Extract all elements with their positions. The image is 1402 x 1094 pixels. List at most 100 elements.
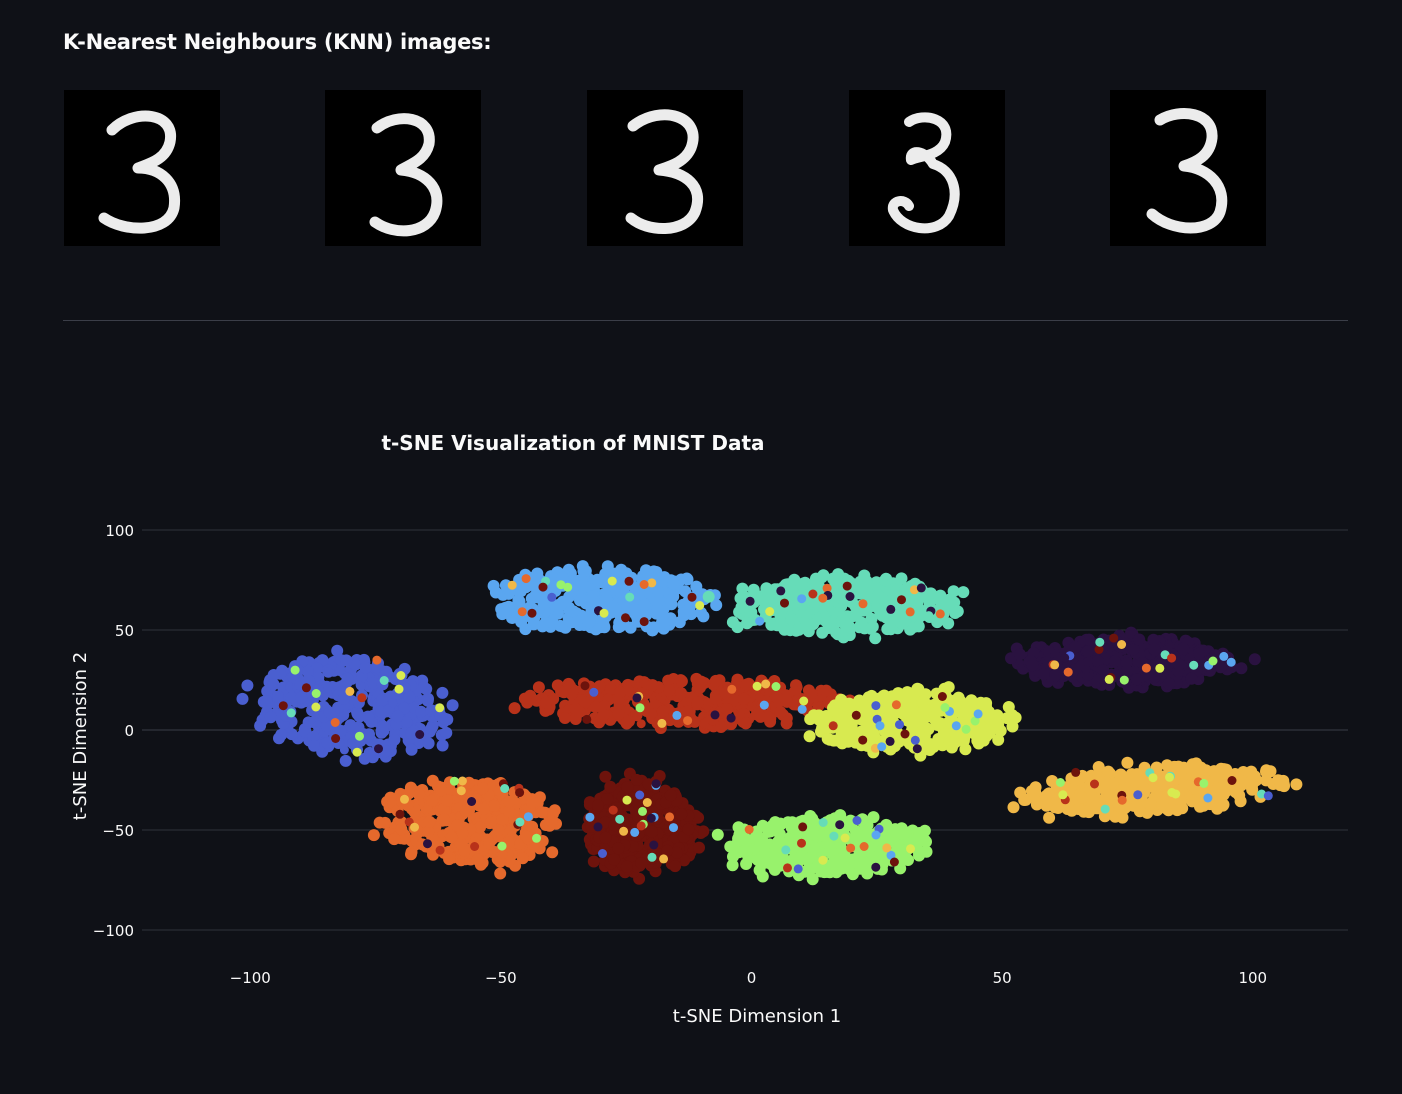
scatter-point [951,721,961,731]
scatter-point [1095,637,1105,647]
scatter-point [630,827,640,837]
scatter-point [1148,643,1161,656]
knn-image [849,90,1005,246]
scatter-point [604,780,617,793]
scatter-point [906,844,915,854]
scatter-point [1172,760,1185,773]
scatter-point [526,796,539,809]
y-tick-label: 0 [124,722,134,740]
scatter-point [1191,767,1204,780]
scatter-point [1026,659,1039,672]
scatter-point [608,805,618,815]
scatter-point [916,583,926,593]
scatter-point [1133,633,1146,646]
scatter-point [695,601,705,610]
scatter-point [913,849,925,862]
scatter-point [394,684,404,694]
scatter-point [869,632,882,645]
scatter-point [829,831,839,841]
scatter-point [323,706,336,719]
scatter-point [1100,804,1110,814]
scatter-point [567,605,580,618]
scatter-point [516,852,529,865]
scatter-point [517,607,527,617]
scatter-point [545,815,558,828]
scatter-point [805,688,818,701]
scatter-point [483,837,496,850]
scatter-point [711,828,724,841]
x-tick-label: 50 [993,969,1012,987]
scatter-point [586,592,598,605]
scatter-point [515,817,525,827]
scatter-point [607,576,617,586]
scatter-point [1049,669,1062,682]
scatter-point [659,615,672,628]
scatter-point [803,730,816,743]
scatter-point [599,608,609,618]
scatter-point [895,827,908,840]
scatter-point [835,696,848,709]
scatter-point [635,703,645,713]
scatter-point [636,821,646,831]
scatter-point [1039,790,1052,803]
scatter-point [391,710,404,723]
scatter-point [536,806,548,819]
scatter-point [620,717,633,730]
scatter-point [890,585,900,595]
scatter-point [923,587,936,600]
scatter-point [669,860,682,873]
scatter-point [733,828,746,841]
scatter-point [776,853,788,865]
scatter-point [334,724,347,737]
scatter-point [782,816,794,829]
scatter-point [367,829,380,842]
scatter-point [642,798,652,807]
scatter-point [726,713,736,723]
scatter-point [508,702,521,715]
knn-image [587,90,743,246]
scatter-point [1007,801,1020,814]
scatter-point [1081,645,1094,658]
scatter-point [659,854,669,864]
scatter-point [911,833,924,846]
scatter-point [973,709,983,719]
scatter-point [599,831,612,844]
scatter-point [267,669,280,681]
scatter-point [520,830,533,843]
scatter-point [683,603,696,616]
x-axis-label: t-SNE Dimension 1 [673,1006,841,1027]
stray-points [278,574,1273,874]
scatter-point [379,676,389,685]
scatter-point [337,692,350,705]
scatter-point [615,814,625,824]
scatter-point [702,590,715,603]
scatter-point [942,617,955,630]
scatter-point [307,730,320,743]
scatter-point [1117,640,1127,649]
scatter-point [841,622,853,635]
scatter-point [436,739,449,752]
scatter-point [1147,633,1160,646]
scatter-point [598,849,607,858]
scatter-point [1193,647,1206,660]
scatter-point [672,710,682,720]
scatter-point [1163,677,1175,690]
scatter-point [812,713,825,726]
scatter-point [373,816,386,829]
scatter-point [910,710,923,723]
x-tick-label: 0 [747,969,757,987]
knn-image [1110,90,1266,246]
scatter-point [1177,642,1190,655]
scatter-point [646,679,659,692]
scatter-point [721,703,734,716]
scatter-point [613,686,626,699]
scatter-point [440,726,453,739]
scatter-point [1263,791,1273,801]
scatter-point [798,822,808,832]
scatter-point [580,681,590,691]
scatter-point [861,724,871,734]
scatter-point [1144,798,1157,811]
scatter-point [871,862,881,872]
scatter-point [434,708,447,721]
scatter-point [1071,767,1081,777]
